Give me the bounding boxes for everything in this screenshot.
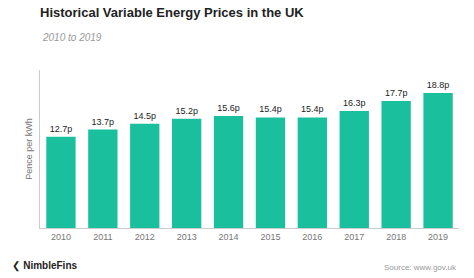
svg-text:Source: www.gov.uk: Source: www.gov.uk bbox=[384, 263, 457, 272]
svg-text:12.7p: 12.7p bbox=[50, 124, 73, 134]
svg-text:Historical Variable Energy Pri: Historical Variable Energy Prices in the… bbox=[40, 5, 304, 20]
svg-text:18.8p: 18.8p bbox=[427, 80, 450, 90]
svg-text:16.3p: 16.3p bbox=[343, 98, 366, 108]
svg-text:2012: 2012 bbox=[135, 232, 155, 242]
svg-text:13.7p: 13.7p bbox=[92, 117, 115, 127]
svg-text:2013: 2013 bbox=[177, 232, 197, 242]
svg-text:Pence per kWh: Pence per kWh bbox=[24, 118, 34, 180]
svg-text:2016: 2016 bbox=[302, 232, 322, 242]
svg-text:2015: 2015 bbox=[260, 232, 280, 242]
svg-text:2018: 2018 bbox=[386, 232, 406, 242]
svg-text:17.7p: 17.7p bbox=[385, 88, 408, 98]
svg-text:15.6p: 15.6p bbox=[217, 103, 240, 113]
svg-text:2014: 2014 bbox=[219, 232, 239, 242]
svg-text:15.4p: 15.4p bbox=[301, 104, 324, 114]
svg-text:2010 to 2019: 2010 to 2019 bbox=[42, 32, 102, 43]
svg-text:2017: 2017 bbox=[344, 232, 364, 242]
svg-text:15.4p: 15.4p bbox=[259, 104, 282, 114]
svg-text:2019: 2019 bbox=[428, 232, 448, 242]
svg-text:❮ NimbleFins: ❮ NimbleFins bbox=[12, 260, 77, 272]
svg-text:2011: 2011 bbox=[93, 232, 112, 242]
svg-text:15.2p: 15.2p bbox=[175, 106, 198, 116]
svg-text:14.5p: 14.5p bbox=[133, 111, 156, 121]
svg-text:2010: 2010 bbox=[51, 232, 71, 242]
